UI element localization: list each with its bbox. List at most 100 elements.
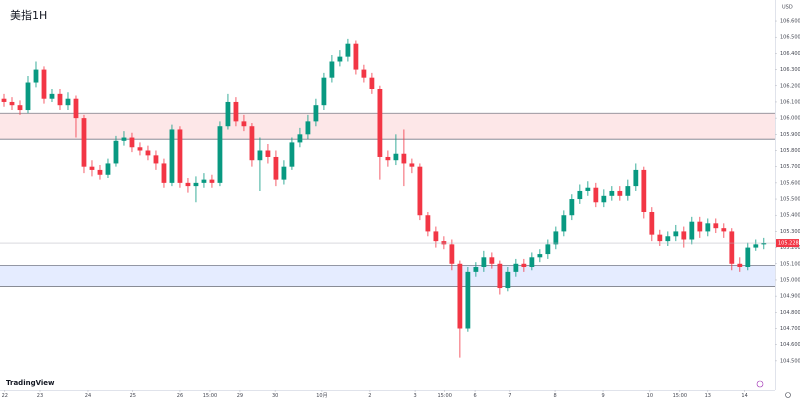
y-tick-label: 106.300: [780, 67, 800, 73]
candle-body: [361, 69, 367, 78]
candle-body: [617, 190, 623, 196]
x-tick-label: 14: [741, 393, 747, 399]
candle-body: [249, 126, 255, 161]
plot-area: [0, 38, 775, 358]
candle-body: [81, 118, 87, 167]
y-tick-label: 105.600: [780, 180, 800, 186]
candle-body: [529, 257, 535, 268]
candle-body: [145, 150, 151, 156]
candle-body: [33, 69, 39, 83]
candle-body: [169, 129, 175, 183]
y-tick-label: 106.500: [780, 35, 800, 41]
candle-body: [137, 147, 143, 151]
candle-body: [17, 105, 23, 111]
y-tick-label: 106.000: [780, 116, 800, 122]
candle-body: [217, 126, 223, 183]
x-tick-label: 22: [2, 393, 8, 399]
candle-body: [9, 101, 15, 106]
candle-body: [633, 169, 639, 187]
candle-body: [465, 271, 471, 329]
logo-text: TradingView: [6, 379, 55, 387]
candle-body: [385, 156, 391, 161]
y-tick-label: 105.500: [780, 197, 800, 203]
y-tick-label: 106.100: [780, 99, 800, 105]
x-tick-label: 25: [130, 393, 136, 399]
candle-body: [737, 263, 743, 268]
candle-body: [545, 244, 551, 255]
x-tick-label: 2: [368, 393, 371, 399]
candle-body: [241, 121, 247, 127]
candle-body: [649, 211, 655, 235]
zone: [0, 113, 775, 140]
x-tick-label: 10: [647, 393, 653, 399]
candle-body: [41, 69, 47, 99]
currency-label: USD: [782, 5, 793, 11]
candle-body: [153, 155, 159, 164]
x-tick-label: 30: [272, 393, 278, 399]
candle-body: [705, 223, 711, 232]
x-tick-label: 24: [85, 393, 91, 399]
zone: [0, 265, 775, 287]
candle-body: [521, 263, 527, 268]
candle-body: [345, 43, 351, 57]
y-tick-label: 106.400: [780, 51, 800, 57]
settings-icon[interactable]: [785, 392, 791, 398]
candle-body: [289, 142, 295, 167]
icon[interactable]: [756, 380, 764, 388]
candle-body: [577, 190, 583, 200]
y-tick-label: 104.800: [780, 310, 800, 316]
candle-body: [193, 182, 199, 187]
y-tick-label: 105.400: [780, 213, 800, 219]
candle-body: [257, 150, 263, 161]
candle-body: [281, 166, 287, 180]
candle-body: [425, 215, 431, 232]
candle-body: [393, 153, 399, 161]
candle-body: [441, 241, 447, 245]
last-price-tag: [776, 239, 799, 248]
candle-body: [297, 134, 303, 143]
x-tick-label: 3: [413, 393, 416, 399]
candle-body: [657, 234, 663, 242]
x-tick-label: 15:00: [437, 393, 451, 399]
candle-body: [761, 243, 767, 245]
candle-body: [537, 254, 543, 258]
candle-body: [113, 140, 119, 164]
candle-body: [129, 137, 135, 148]
candle-body: [57, 93, 63, 106]
candle-body: [321, 77, 327, 106]
x-tick-label: 10月: [316, 393, 327, 399]
candle-body: [585, 187, 591, 191]
candle-body: [593, 187, 599, 203]
y-tick-label: 105.700: [780, 164, 800, 170]
candle-body: [625, 186, 631, 196]
y-tick-label: 105.300: [780, 229, 800, 235]
chart-title: 美指1H: [10, 8, 47, 22]
candle-body: [97, 169, 103, 175]
x-tick-label: 15:00: [203, 393, 217, 399]
x-tick-label: 23: [37, 393, 43, 399]
candle-body: [89, 166, 95, 170]
candle-body: [481, 257, 487, 268]
y-tick-label: 104.500: [780, 358, 800, 364]
candle-body: [209, 179, 215, 183]
candle-body: [689, 221, 695, 240]
candle-body: [233, 101, 239, 122]
candle-body: [497, 263, 503, 289]
candle-body: [377, 89, 383, 157]
candle-body: [513, 263, 519, 272]
candle-body: [641, 169, 647, 212]
candle-body: [473, 267, 479, 272]
candle-body: [369, 77, 375, 90]
y-tick-label: 106.600: [780, 19, 800, 25]
candle-body: [561, 215, 567, 232]
candle-body: [313, 105, 319, 122]
y-tick-label: 104.900: [780, 294, 800, 300]
candle-body: [225, 101, 231, 127]
candle-body: [505, 271, 511, 289]
candle-body: [433, 231, 439, 242]
candle-body: [121, 137, 127, 141]
candle-body: [729, 231, 735, 264]
candle-body: [1, 98, 7, 102]
candle-body: [161, 163, 167, 183]
candle-body: [25, 82, 31, 111]
